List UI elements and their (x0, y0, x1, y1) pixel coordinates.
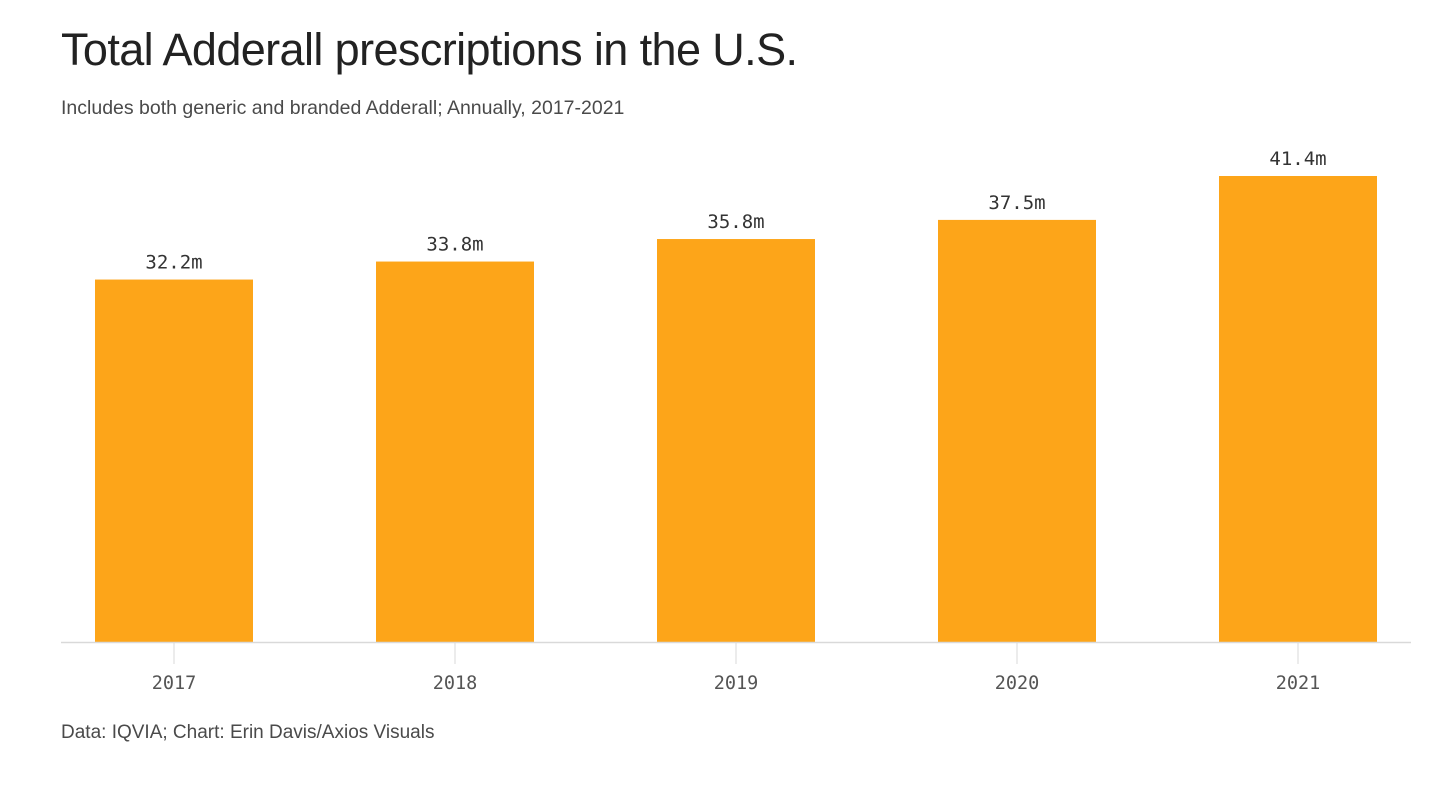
x-tick-label-2021: 2021 (1276, 673, 1321, 694)
x-axis-ticks (173, 642, 1299, 664)
x-tick-label-2017: 2017 (152, 673, 197, 694)
bar-2019 (657, 239, 815, 642)
x-axis-tick-labels: 2017 2018 2019 2020 2021 (152, 673, 1321, 694)
bar-value-label-2019: 35.8m (707, 211, 764, 233)
bar-2017 (95, 279, 253, 642)
bar-value-label-2017: 32.2m (145, 252, 202, 274)
bar-2018 (376, 261, 534, 642)
x-tick-label-2019: 2019 (714, 673, 759, 694)
x-tick-label-2018: 2018 (433, 673, 478, 694)
bar-value-label-2020: 37.5m (988, 192, 1045, 214)
bars-group (95, 176, 1377, 642)
bar-2021 (1219, 176, 1377, 642)
chart-subtitle: Includes both generic and branded Addera… (61, 97, 625, 119)
bar-value-label-2021: 41.4m (1269, 148, 1326, 170)
chart-title: Total Adderall prescriptions in the U.S. (61, 24, 798, 75)
bar-value-label-2018: 33.8m (426, 234, 483, 256)
x-tick-label-2020: 2020 (995, 673, 1040, 694)
bar-value-labels: 32.2m 33.8m 35.8m 37.5m 41.4m (145, 148, 1326, 274)
bar-2020 (938, 219, 1096, 642)
source-note: Data: IQVIA; Chart: Erin Davis/Axios Vis… (61, 722, 435, 743)
